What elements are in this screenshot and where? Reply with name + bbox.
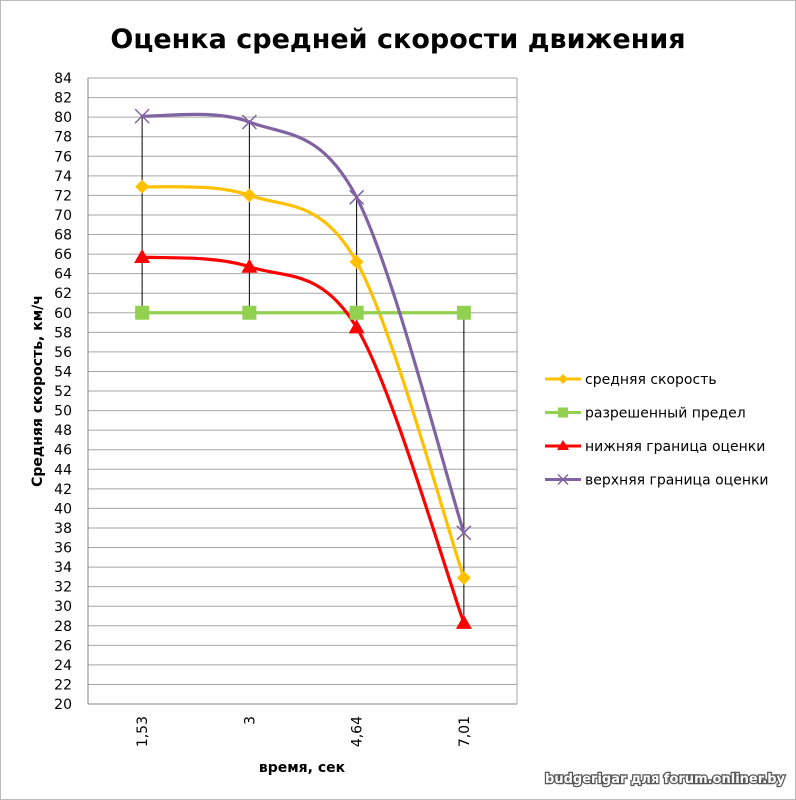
y-tick-label: 50 [54, 404, 72, 420]
y-tick-label: 28 [54, 619, 72, 635]
y-tick-label: 22 [54, 677, 72, 693]
y-tick-label: 30 [54, 599, 72, 615]
chart-title: Оценка средней скорости движения [110, 24, 685, 55]
y-tick-label: 38 [54, 521, 72, 537]
y-tick-label: 78 [54, 130, 72, 146]
diamond-marker [456, 570, 471, 585]
y-tick-label: 62 [54, 286, 72, 302]
y-tick-label: 40 [54, 501, 72, 517]
legend: средняя скорость разрешенный предел нижняя… [545, 372, 769, 489]
x-tick-label: 4,64 [350, 716, 366, 747]
x-marker-stroke [241, 114, 257, 130]
x-marker [557, 473, 569, 486]
y-tick-label: 60 [54, 306, 72, 322]
triangle-marker [455, 614, 472, 629]
legend-label: верхняя граница оценки [585, 473, 769, 489]
legend-label: разрешенный предел [585, 406, 746, 422]
triangle-marker [348, 319, 365, 334]
triangle-marker [241, 258, 258, 273]
y-tick-label: 70 [54, 208, 72, 224]
y-tick-label: 74 [54, 169, 72, 185]
y-tick-label: 54 [54, 364, 72, 380]
y-tick-label: 64 [54, 267, 72, 283]
y-tick-label: 44 [54, 462, 72, 478]
y-tick-label: 46 [54, 443, 72, 459]
square-marker [558, 407, 568, 418]
square-marker [242, 305, 257, 320]
triangle-marker [557, 440, 569, 450]
x-marker [456, 525, 472, 541]
y-tick-label: 80 [54, 110, 72, 126]
triangle-marker [134, 248, 151, 263]
x-tick-label: 3 [242, 716, 258, 725]
legend-label: нижняя граница оценки [585, 439, 765, 455]
y-tick-label: 66 [54, 247, 72, 263]
series-line [140, 184, 466, 580]
square-marker [456, 305, 471, 320]
x-tick-label: 7,01 [457, 716, 473, 747]
y-tick-label: 48 [54, 423, 72, 439]
legend-label: средняя скорость [585, 372, 717, 388]
y-tick-label: 72 [54, 188, 72, 204]
x-axis-title: время, сек [259, 760, 346, 776]
diamond-marker [558, 374, 568, 384]
series-line [140, 112, 466, 535]
diamond-marker [349, 254, 364, 269]
x-tick-label: 1,53 [135, 716, 151, 747]
y-tick-label: 56 [54, 345, 72, 361]
square-marker [135, 305, 150, 320]
x-marker-stroke [557, 473, 569, 486]
diamond-marker [135, 179, 150, 194]
y-tick-label: 52 [54, 384, 72, 400]
series-line [140, 255, 466, 625]
y-tick-label: 24 [54, 658, 72, 674]
x-marker-stroke [134, 108, 150, 124]
y-tick-label: 58 [54, 325, 72, 341]
y-tick-label: 84 [54, 71, 72, 87]
watermark: budgerigar для forum.onliner.by [545, 772, 785, 787]
x-marker [134, 108, 150, 124]
x-marker-stroke [349, 189, 365, 205]
square-marker [349, 305, 364, 320]
y-tick-label: 36 [54, 541, 72, 557]
x-marker [349, 189, 365, 205]
diamond-marker [242, 188, 257, 203]
y-axis-title: Средняя скорость, км/ч [30, 295, 46, 487]
y-tick-label: 82 [54, 91, 72, 107]
y-tick-label: 42 [54, 482, 72, 498]
y-tick-label: 76 [54, 149, 72, 165]
y-tick-label: 68 [54, 228, 72, 244]
y-tick-label: 34 [54, 560, 72, 576]
y-tick-label: 26 [54, 638, 72, 654]
x-marker [241, 114, 257, 130]
y-tick-label: 20 [54, 697, 72, 713]
y-tick-label: 32 [54, 580, 72, 596]
x-marker-stroke [456, 525, 472, 541]
